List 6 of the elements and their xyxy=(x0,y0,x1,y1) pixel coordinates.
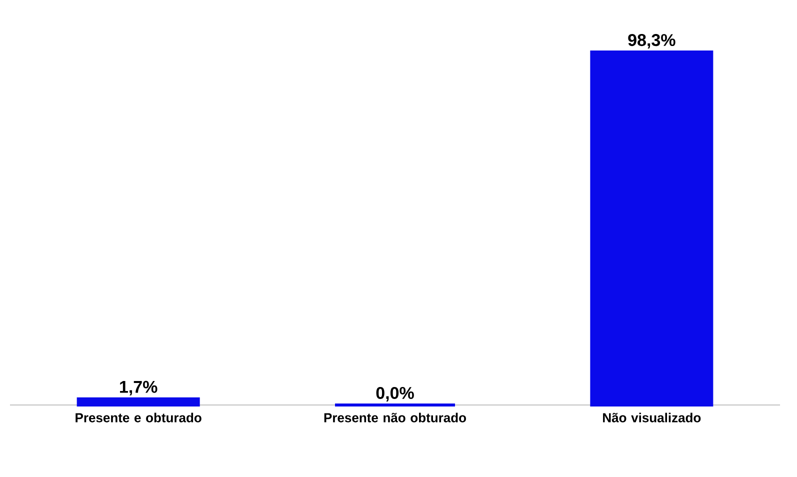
data-label: 0,0% xyxy=(376,386,414,402)
x-tick-label: Presente não obturado xyxy=(324,412,466,422)
x-tick-label: Presente e obturado xyxy=(76,412,202,422)
data-label: 98,3% xyxy=(628,34,676,49)
x-tick-label: Não visualizado xyxy=(603,412,701,422)
data-label: 1,7% xyxy=(120,380,158,396)
